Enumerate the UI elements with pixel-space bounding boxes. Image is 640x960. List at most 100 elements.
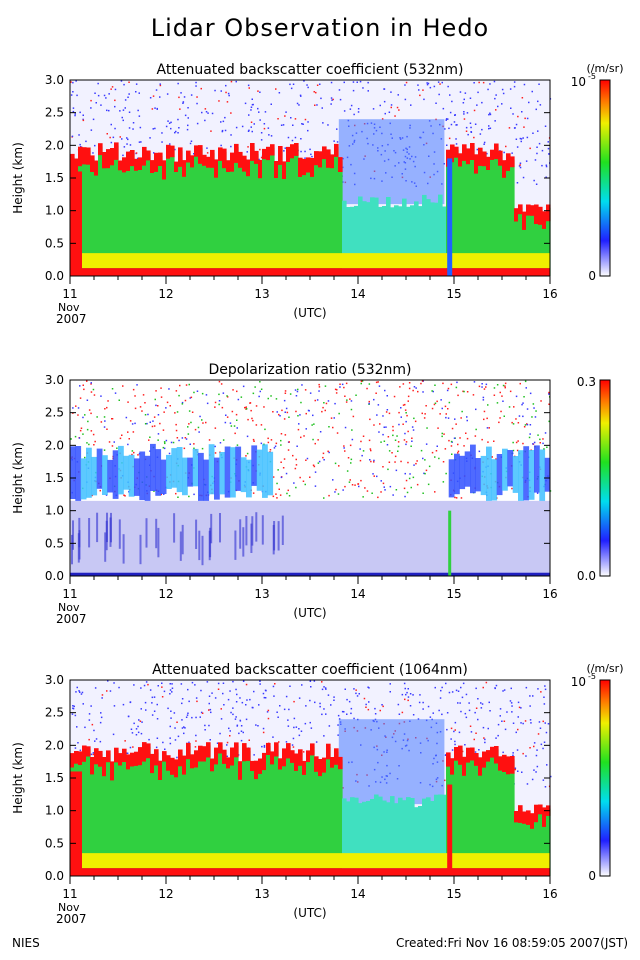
noise-speck xyxy=(90,705,92,707)
cloud-top-edge xyxy=(154,749,159,766)
noise-speck xyxy=(442,107,445,110)
noise-speck xyxy=(525,160,528,162)
noise-speck xyxy=(226,744,228,746)
noise-speck xyxy=(248,739,250,741)
noise-speck xyxy=(302,480,305,482)
noise-speck xyxy=(260,132,263,134)
noise-speck xyxy=(440,399,442,401)
noise-speck xyxy=(447,118,449,120)
cloud-depol xyxy=(107,459,114,493)
noise-speck xyxy=(229,730,231,732)
x-tick-label: 16 xyxy=(542,587,557,601)
noise-speck xyxy=(260,424,263,426)
noise-speck xyxy=(481,386,483,388)
cloud-depol xyxy=(176,447,183,493)
cloud-top-edge xyxy=(322,146,327,160)
noise-speck xyxy=(178,127,180,129)
noise-speck xyxy=(195,734,197,737)
noise-speck xyxy=(70,94,73,96)
noise-speck xyxy=(86,442,88,444)
cloud-top-edge xyxy=(226,757,231,769)
noise-speck xyxy=(189,443,191,445)
cloud-top-edge xyxy=(98,750,103,767)
noise-speck xyxy=(315,741,318,743)
noise-speck xyxy=(170,717,172,719)
noise-speck xyxy=(127,138,129,141)
noise-speck xyxy=(217,688,220,690)
boundary-layer-column xyxy=(398,797,403,876)
noise-speck xyxy=(296,445,298,447)
noise-speck xyxy=(494,687,496,690)
noise-speck xyxy=(512,441,514,444)
footer-org-label: NIES xyxy=(12,936,40,950)
noise-speck xyxy=(267,717,270,720)
noise-speck xyxy=(441,432,443,435)
cloud-top-edge xyxy=(154,152,159,172)
x-tick-label: 11 xyxy=(62,287,77,301)
depol-streak xyxy=(104,532,107,562)
noise-speck xyxy=(259,148,261,151)
cloud-depol xyxy=(454,453,460,495)
noise-speck xyxy=(540,400,542,402)
cloud-depol xyxy=(128,454,135,497)
noise-speck xyxy=(356,695,359,697)
boundary-layer-column xyxy=(294,756,299,876)
noise-speck xyxy=(134,395,136,397)
noise-speck xyxy=(404,698,406,701)
surface-aerosol xyxy=(70,253,550,269)
noise-speck xyxy=(487,404,489,406)
colorbar-min-label: 0.0 xyxy=(577,569,596,583)
noise-speck xyxy=(253,690,255,693)
noise-speck xyxy=(111,86,114,88)
noise-speck xyxy=(540,691,542,693)
noise-speck xyxy=(293,482,295,484)
noise-speck xyxy=(512,722,515,724)
noise-speck xyxy=(544,722,546,724)
noise-speck xyxy=(427,82,430,85)
noise-speck xyxy=(207,112,209,114)
boundary-layer-column xyxy=(474,756,479,876)
noise-speck xyxy=(88,738,90,741)
noise-speck xyxy=(161,696,164,698)
noise-speck xyxy=(409,473,411,475)
depol-streak xyxy=(239,519,242,549)
noise-speck xyxy=(386,409,389,411)
noise-speck xyxy=(173,712,176,714)
cloud-depol xyxy=(86,447,92,498)
boundary-layer-column xyxy=(306,160,311,276)
cloud-top-edge xyxy=(198,145,203,164)
noise-speck xyxy=(190,140,193,142)
cloud-depol xyxy=(139,451,146,501)
noise-speck xyxy=(278,741,280,743)
noise-speck xyxy=(134,422,136,425)
noise-speck xyxy=(125,752,128,754)
noise-speck xyxy=(484,738,486,741)
noise-speck xyxy=(106,428,108,430)
noise-speck xyxy=(169,143,171,145)
noise-speck xyxy=(284,147,286,149)
noise-speck xyxy=(181,719,183,721)
noise-speck xyxy=(383,426,385,428)
noise-speck xyxy=(403,439,406,441)
noise-speck xyxy=(407,395,410,398)
noise-speck xyxy=(209,708,212,711)
noise-speck xyxy=(253,440,255,442)
noise-speck xyxy=(373,424,375,426)
x-tick-label: 13 xyxy=(254,887,269,901)
cloud-top-edge xyxy=(222,148,227,169)
boundary-layer-column xyxy=(214,162,219,276)
noise-speck xyxy=(90,129,93,131)
depol-streak xyxy=(78,517,81,548)
noise-speck xyxy=(177,735,180,738)
noise-speck xyxy=(486,152,488,155)
noise-speck xyxy=(517,716,519,718)
noise-speck xyxy=(542,438,544,440)
noise-speck xyxy=(382,705,384,708)
cloud-top-edge xyxy=(106,750,111,763)
noise-speck xyxy=(252,419,254,422)
noise-speck xyxy=(72,707,74,709)
noise-speck xyxy=(138,141,141,143)
noise-speck xyxy=(533,407,535,409)
boundary-layer-column xyxy=(538,210,543,276)
noise-speck xyxy=(123,83,125,86)
